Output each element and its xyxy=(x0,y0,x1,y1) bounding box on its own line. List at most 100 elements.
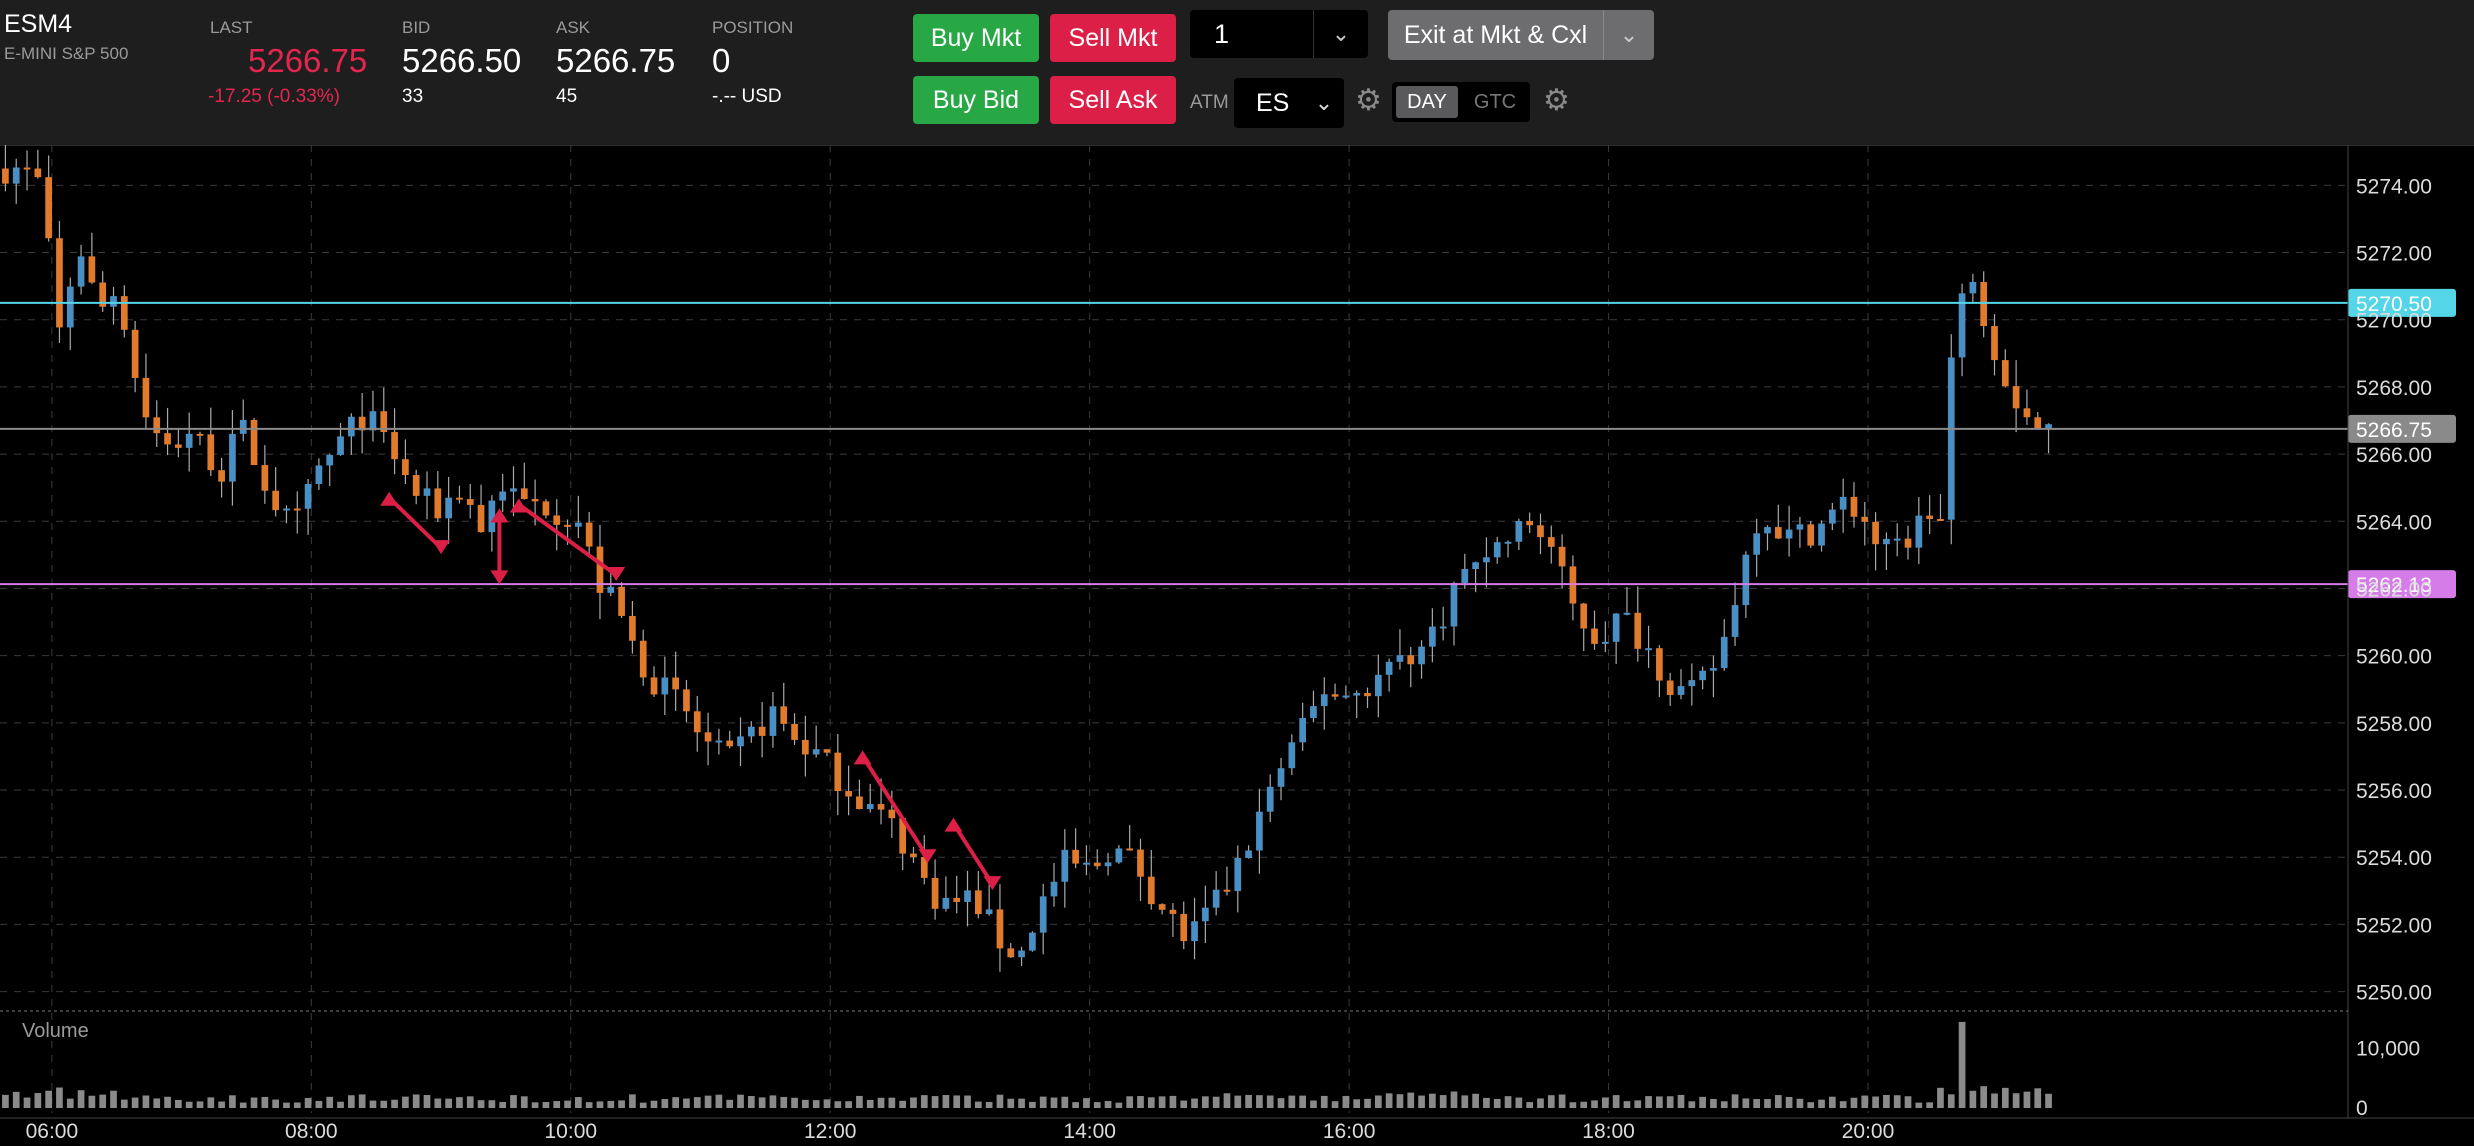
volume-bar xyxy=(326,1096,334,1108)
candle-body xyxy=(1342,695,1350,698)
time-tick-label: 10:00 xyxy=(545,1120,598,1143)
volume-bar xyxy=(423,1095,431,1108)
time-tick-label: 16:00 xyxy=(1323,1120,1376,1143)
candle-body xyxy=(337,436,344,455)
quantity-selector[interactable]: 1 ⌄ xyxy=(1190,10,1368,58)
atm-value[interactable]: ES xyxy=(1256,88,1290,117)
volume-bar xyxy=(120,1099,128,1108)
volume-bar xyxy=(445,1098,452,1108)
volume-bar xyxy=(283,1102,290,1108)
candle-body xyxy=(942,897,950,909)
candle-body xyxy=(1504,541,1512,544)
candle-body xyxy=(1029,932,1036,951)
volume-bar xyxy=(704,1095,712,1108)
price-tick-label: 5264.00 xyxy=(2356,511,2432,534)
position-value: 0 xyxy=(712,42,731,79)
volume-bar xyxy=(618,1100,625,1108)
entry-arrow xyxy=(509,498,528,513)
volume-bar xyxy=(402,1096,409,1108)
candle-body xyxy=(1796,524,1804,530)
chart-grid xyxy=(0,145,2348,1113)
candle-body xyxy=(639,640,647,678)
volume-bar xyxy=(1601,1097,1609,1108)
sell-market-button[interactable]: Sell Mkt xyxy=(1050,14,1176,62)
symbol-name[interactable]: ESM4 xyxy=(4,10,73,38)
candle-body xyxy=(142,377,150,418)
trade-connector xyxy=(517,502,618,577)
volume-bar xyxy=(1688,1101,1696,1108)
last-change: -17.25 (-0.33%) xyxy=(208,86,341,107)
volume-bar xyxy=(877,1097,885,1108)
candle-body xyxy=(45,177,52,239)
gear-icon[interactable]: ⚙ xyxy=(1355,84,1382,117)
volume-bar xyxy=(1937,1087,1944,1108)
volume-bar xyxy=(596,1101,604,1108)
candle-body xyxy=(1126,848,1134,851)
volume-bar xyxy=(1969,1090,1977,1108)
volume-bar xyxy=(1450,1091,1458,1108)
exit-arrow xyxy=(432,540,451,555)
chevron-down-icon[interactable]: ⌄ xyxy=(1603,10,1654,60)
volume-bar xyxy=(1223,1093,1231,1108)
volume-bar xyxy=(88,1095,96,1108)
volume-bar xyxy=(1753,1099,1761,1108)
volume-bar xyxy=(1007,1098,1015,1108)
volume-bar xyxy=(1396,1094,1404,1108)
buy-market-button[interactable]: Buy Mkt xyxy=(913,14,1039,62)
volume-bar xyxy=(229,1095,236,1108)
tif-gtc-option[interactable]: GTC xyxy=(1473,90,1517,113)
candle-body xyxy=(856,796,863,810)
volume-bar xyxy=(185,1101,193,1108)
candle-body xyxy=(974,890,982,915)
volume-bar xyxy=(737,1094,744,1108)
ask-price: 5266.75 xyxy=(556,42,676,79)
candle-body xyxy=(2012,386,2020,409)
candle-body xyxy=(1580,603,1588,629)
candle-body xyxy=(175,444,182,448)
volume-bar xyxy=(1926,1102,1933,1108)
volume-bar xyxy=(1439,1095,1447,1108)
volume-bar xyxy=(715,1094,723,1108)
volume-bar xyxy=(1828,1096,1836,1108)
exit-button-label[interactable]: Exit at Mkt & Cxl xyxy=(1403,20,1588,49)
candle-body xyxy=(326,454,334,466)
candle-body xyxy=(261,465,269,491)
candle-body xyxy=(1601,641,1609,644)
volume-bar xyxy=(726,1099,734,1108)
atm-strategy-selector[interactable]: ES ⌄ xyxy=(1234,78,1344,128)
price-lines: 5270.50 5266.75 5262.13 xyxy=(0,288,2456,599)
price-chart[interactable]: 5270.50 5266.75 5262.13 5274.00 5272.00 5270… xyxy=(0,145,2474,1146)
volume-bar xyxy=(293,1102,301,1108)
price-tick-label: 5260.00 xyxy=(2356,646,2432,669)
candle-body xyxy=(23,167,31,170)
quantity-value[interactable]: 1 xyxy=(1214,18,1230,49)
candle-body xyxy=(520,488,528,499)
volume-bar xyxy=(1580,1101,1588,1108)
volume-bar xyxy=(1429,1093,1436,1108)
candle-body xyxy=(488,500,496,533)
volume-bar xyxy=(1083,1098,1090,1108)
chevron-down-icon[interactable]: ⌄ xyxy=(1314,90,1334,115)
candle-body xyxy=(996,909,1004,949)
exit-at-market-cancel-button[interactable]: Exit at Mkt & Cxl ⌄ xyxy=(1388,10,1654,60)
volume-bar xyxy=(488,1100,496,1108)
chevron-down-icon[interactable]: ⌄ xyxy=(1313,10,1368,58)
candle-body xyxy=(1861,516,1869,522)
time-in-force-toggle[interactable]: DAY GTC xyxy=(1392,82,1530,122)
candle-body xyxy=(1688,680,1696,687)
candle-body xyxy=(1537,525,1544,538)
sell-ask-button[interactable]: Sell Ask xyxy=(1050,76,1176,124)
candle-body xyxy=(1753,533,1761,555)
candle-body xyxy=(1818,523,1825,546)
buy-bid-button[interactable]: Buy Bid xyxy=(913,76,1039,124)
gear-icon[interactable]: ⚙ xyxy=(1543,84,1570,117)
chart-axes: 5274.00 5272.00 5270.00 5268.00 5266.00 5264.… xyxy=(0,145,2474,1143)
candle-body xyxy=(877,804,885,810)
candle-body xyxy=(607,586,615,593)
candle-body xyxy=(596,546,604,593)
tif-day-option[interactable]: DAY xyxy=(1396,86,1458,118)
candle-body xyxy=(1656,648,1663,681)
candle-body xyxy=(747,726,755,737)
volume-bar xyxy=(1666,1096,1674,1108)
candle-body xyxy=(920,856,928,878)
